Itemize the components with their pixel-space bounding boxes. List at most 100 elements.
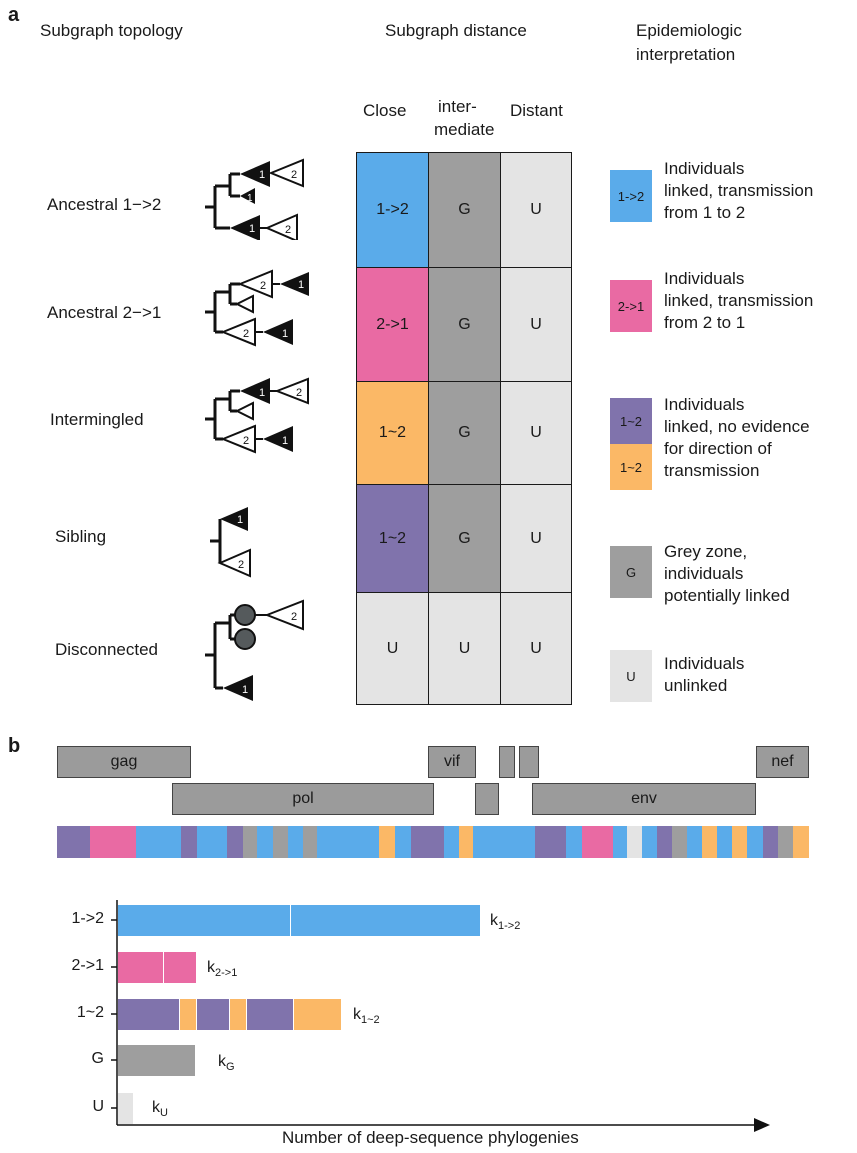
window-segment bbox=[613, 826, 628, 858]
k-subscript: 1~2 bbox=[361, 1014, 380, 1027]
bar-1~2-segment bbox=[294, 999, 341, 1030]
row-label-ancestral-1-2: Ancestral 1−>2 bbox=[47, 195, 162, 214]
legend-line: individuals bbox=[664, 564, 744, 583]
window-segment bbox=[566, 826, 583, 858]
phylogeny-count-chart bbox=[111, 900, 770, 1132]
tree-label-2: 2 bbox=[285, 224, 291, 236]
bar-1~2-segment bbox=[180, 999, 196, 1030]
window-segment bbox=[582, 826, 614, 858]
grid-cell-r4-close: 1~2 bbox=[356, 484, 429, 593]
y-label-2-1: 2->1 bbox=[71, 957, 104, 974]
window-segment bbox=[763, 826, 779, 858]
panel-b-letter: b bbox=[8, 735, 21, 757]
row-label-ancestral-2-1: Ancestral 2−>1 bbox=[47, 303, 162, 322]
grid-cell-r5-distant: U bbox=[500, 592, 572, 705]
window-segment bbox=[717, 826, 733, 858]
window-segment bbox=[378, 826, 395, 858]
tree-label-2: 2 bbox=[291, 611, 297, 623]
window-segment bbox=[473, 826, 536, 858]
bar-1~2-segment bbox=[118, 999, 179, 1030]
column-close: Close bbox=[363, 101, 407, 120]
legend-line: Grey zone, bbox=[664, 542, 748, 561]
k-subscript: U bbox=[160, 1107, 168, 1120]
row-label-intermingled: Intermingled bbox=[50, 410, 144, 429]
window-segment bbox=[272, 826, 288, 858]
legend-line: from 1 to 2 bbox=[664, 203, 746, 222]
grid-cell-r3-close: 1~2 bbox=[356, 381, 429, 485]
gene-tat bbox=[519, 746, 539, 778]
k-base: k bbox=[353, 1006, 361, 1023]
window-segment bbox=[535, 826, 567, 858]
legend-line: linked, transmission bbox=[664, 291, 814, 310]
legend-text-1-2-undirected: Individuals linked, no evidence for dire… bbox=[664, 394, 810, 482]
y-label-u: U bbox=[92, 1098, 104, 1115]
k-label-1-2: k1->2 bbox=[490, 912, 520, 932]
k-base: k bbox=[152, 1099, 160, 1116]
tree-label-2: 2 bbox=[260, 280, 266, 292]
legend-line: transmission bbox=[664, 461, 760, 480]
legend-swatch-1-2: 1->2 bbox=[610, 170, 652, 222]
k-subscript: 1->2 bbox=[498, 920, 521, 933]
window-segment bbox=[226, 826, 243, 858]
window-segment bbox=[196, 826, 227, 858]
grid-cell-r4-intermediate: G bbox=[428, 484, 501, 593]
grid-cell-r4-distant: U bbox=[500, 484, 572, 593]
distance-header: Subgraph distance bbox=[385, 21, 527, 40]
window-segment bbox=[627, 826, 643, 858]
legend-swatch-u: U bbox=[610, 650, 652, 702]
window-segment bbox=[657, 826, 673, 858]
column-distant: Distant bbox=[510, 101, 563, 120]
gene-pol: pol bbox=[172, 783, 434, 815]
legend-line: linked, no evidence bbox=[664, 417, 810, 436]
disconnected-tree-icon: 2 1 bbox=[205, 599, 304, 701]
k-label-u: kU bbox=[152, 1099, 168, 1119]
tree-label-1: 1 bbox=[249, 223, 255, 235]
panel-a-letter: a bbox=[8, 4, 20, 26]
genome-window-strip bbox=[57, 826, 810, 858]
interpretation-header-line1: Epidemiologic bbox=[636, 21, 742, 40]
grid-cell-r5-intermediate: U bbox=[428, 592, 501, 705]
k-label-2-1: k2->1 bbox=[207, 959, 237, 979]
window-segment bbox=[180, 826, 197, 858]
k-subscript: 2->1 bbox=[215, 967, 238, 980]
legend-text-1-2: Individuals linked, transmission from 1 … bbox=[664, 158, 813, 224]
sibling-tree-icon: 1 2 bbox=[210, 507, 251, 578]
window-segment bbox=[57, 826, 90, 858]
grid-cell-r1-intermediate: G bbox=[428, 152, 501, 268]
legend-line: unlinked bbox=[664, 676, 728, 695]
x-axis-arrow-icon bbox=[754, 1118, 770, 1132]
gene-vpu bbox=[475, 783, 499, 815]
legend-text-u: Individuals unlinked bbox=[664, 653, 744, 697]
tree-label-2: 2 bbox=[243, 435, 249, 447]
tree-label-1: 1 bbox=[259, 169, 265, 181]
grid-cell-r2-close: 2->1 bbox=[356, 267, 429, 382]
k-subscript: G bbox=[226, 1061, 235, 1074]
grid-cell-r3-distant: U bbox=[500, 381, 572, 485]
grid-cell-r2-distant: U bbox=[500, 267, 572, 382]
tree-label-2: 2 bbox=[291, 169, 297, 181]
k-label-1~2: k1~2 bbox=[353, 1006, 380, 1026]
ancestral-2-1-tree-icon: 2 2 1 1 bbox=[205, 269, 309, 347]
legend-text-2-1: Individuals linked, transmission from 2 … bbox=[664, 268, 813, 334]
interpretation-header-line2: interpretation bbox=[636, 45, 736, 64]
legend-line: for direction of bbox=[664, 439, 772, 458]
window-segment bbox=[702, 826, 718, 858]
legend-text-g: Grey zone, individuals potentially linke… bbox=[664, 541, 790, 607]
row-label-sibling: Sibling bbox=[55, 527, 107, 546]
tree-label-1: 1 bbox=[259, 387, 265, 399]
tree-label-1: 1 bbox=[247, 193, 253, 204]
tree-label-2: 2 bbox=[238, 559, 244, 571]
bar-1-2-segment bbox=[291, 905, 480, 936]
legend-line: Individuals bbox=[664, 654, 745, 673]
legend-swatch-g: G bbox=[610, 546, 652, 598]
tree-label-1: 1 bbox=[282, 328, 288, 340]
bar-2-1-segment bbox=[164, 952, 196, 983]
legend-line: linked, transmission bbox=[664, 181, 814, 200]
bar-g bbox=[118, 1045, 195, 1076]
legend-line: potentially linked bbox=[664, 586, 790, 605]
bar-1~2-segment bbox=[230, 999, 246, 1030]
window-segment bbox=[672, 826, 688, 858]
window-segment bbox=[747, 826, 764, 858]
row-label-disconnected: Disconnected bbox=[55, 640, 159, 659]
tree-label-2: 2 bbox=[296, 387, 302, 399]
